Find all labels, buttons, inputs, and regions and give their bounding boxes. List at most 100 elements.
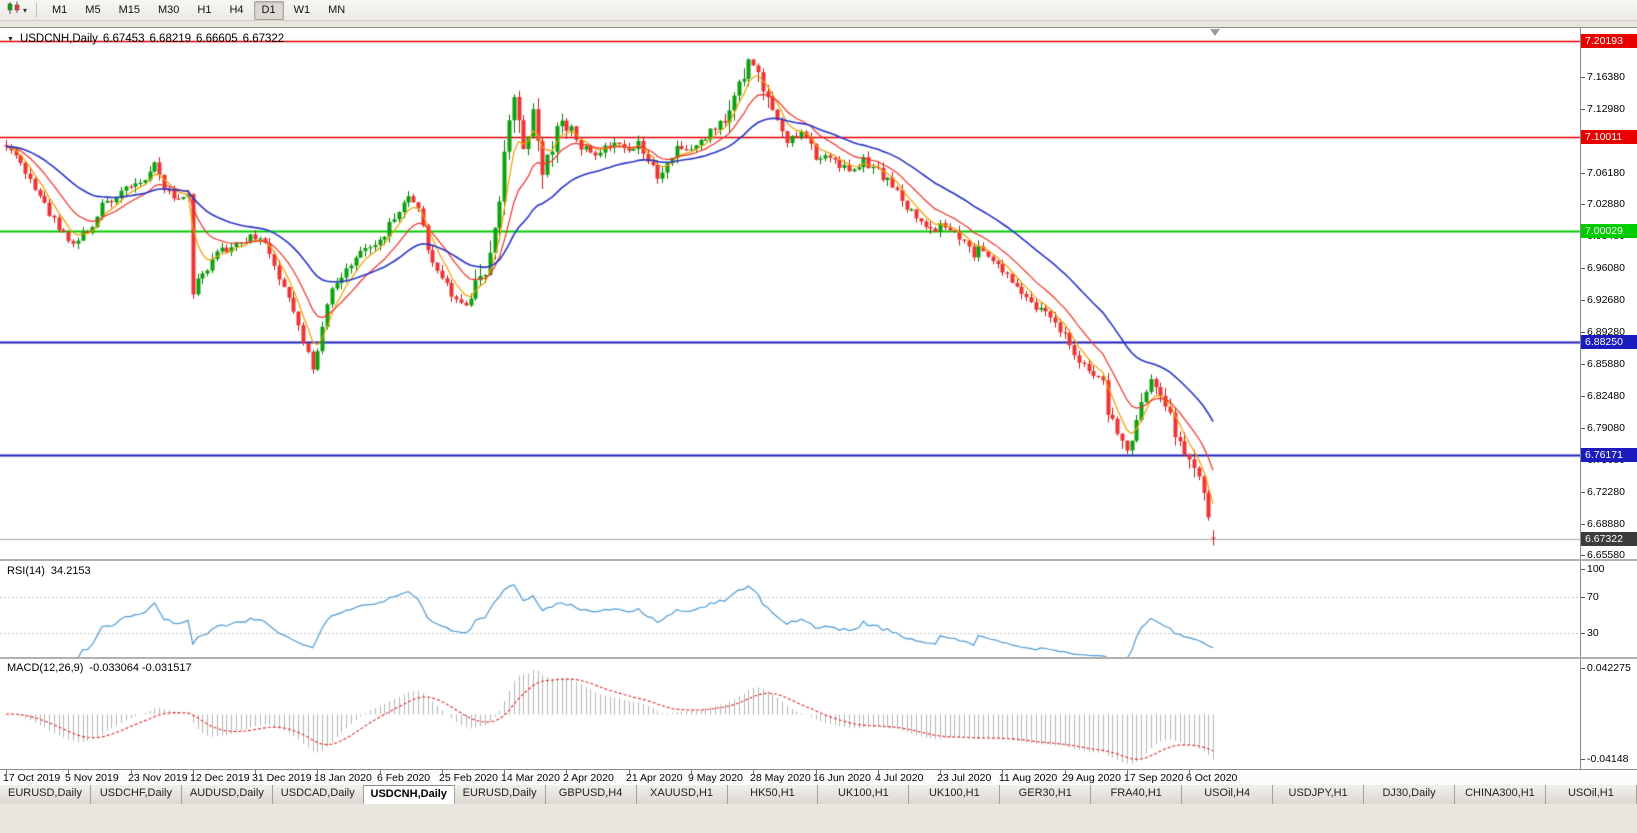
date-axis-label: 18 Jan 2020 [314, 772, 372, 784]
date-axis-tick [442, 770, 443, 774]
timeframe-button-m15[interactable]: M15 [118, 3, 140, 16]
price-axis-tick-label: 6.85880 [1581, 358, 1625, 371]
date-axis-tick [131, 770, 132, 774]
date-axis-label: 17 Oct 2019 [3, 772, 61, 784]
price-level-label: 6.76171 [1581, 448, 1637, 463]
chart-tab-hk50-h1[interactable]: HK50,H1 [727, 785, 819, 804]
chart-tab-usoil-h4[interactable]: USOil,H4 [1182, 785, 1274, 804]
date-axis-label: 16 Jun 2020 [813, 772, 871, 784]
chart-tab-eurusd-daily[interactable]: EURUSD,Daily [454, 785, 546, 804]
date-axis-label: 31 Dec 2019 [252, 772, 312, 784]
chart-tab-usdcnh-daily[interactable]: USDCNH,Daily [363, 785, 455, 804]
price-axis-tick-label: 7.02880 [1581, 198, 1625, 211]
price-chart-canvas[interactable] [0, 28, 1580, 559]
date-axis-tick [1002, 770, 1003, 774]
date-axis-tick [629, 770, 630, 774]
chart-tab-fra40-h1[interactable]: FRA40,H1 [1091, 785, 1183, 804]
date-axis-tick [255, 770, 256, 774]
chart-tab-usdcad-daily[interactable]: USDCAD,Daily [272, 785, 364, 804]
toolbar-separator [36, 3, 38, 17]
chart-type-dropdown-icon[interactable]: ▾ [23, 5, 28, 15]
date-axis-label: 2 Apr 2020 [563, 772, 614, 784]
chart-tab-usdchf-daily[interactable]: USDCHF,Daily [90, 785, 182, 804]
date-axis-label: 6 Feb 2020 [377, 772, 431, 784]
price-axis-tick-label: 6.79080 [1581, 422, 1625, 435]
panel-divider[interactable] [0, 657, 1637, 659]
chart-tab-uk100-h1[interactable]: UK100,H1 [818, 785, 910, 804]
price-axis: 7.163807.129807.095807.061807.028806.994… [1580, 28, 1637, 769]
chart-type-group: ▾ [3, 1, 30, 20]
chart-tab-gbpusd-h4[interactable]: GBPUSD,H4 [545, 785, 637, 804]
chart-shift-marker[interactable] [1210, 29, 1220, 36]
timeframe-button-m5[interactable]: M5 [85, 3, 101, 16]
date-axis-label: 21 Apr 2020 [626, 772, 683, 784]
chart-tab-xauusd-h1[interactable]: XAUUSD,H1 [636, 785, 728, 804]
timeframe-button-m1[interactable]: M1 [52, 3, 68, 16]
price-axis-tick-label: 6.65580 [1581, 549, 1625, 562]
date-axis-label: 12 Dec 2019 [190, 772, 250, 784]
date-axis-label: 6 Oct 2020 [1186, 772, 1238, 784]
date-axis-label: 5 Nov 2019 [65, 772, 119, 784]
rsi-axis-label: 70 [1581, 590, 1599, 603]
date-axis-tick [1127, 770, 1128, 774]
chart-tab-china300-h1[interactable]: CHINA300,H1 [1455, 785, 1546, 804]
date-axis-label: 23 Nov 2019 [128, 772, 188, 784]
date-axis-label: 9 May 2020 [688, 772, 743, 784]
date-axis-tick [566, 770, 567, 774]
timeframe-button-h1[interactable]: H1 [197, 3, 212, 16]
timeframe-buttons: M1 M5 M15 M30 H1 H4 D1 W1 MN [43, 0, 354, 20]
macd-axis-label: 0.042275 [1581, 661, 1631, 674]
chart-tab-dj30-daily[interactable]: DJ30,Daily [1364, 785, 1455, 804]
price-axis-tick-label: 6.72280 [1581, 486, 1625, 499]
price-level-label: 6.88250 [1581, 334, 1637, 349]
rsi-indicator-canvas[interactable] [0, 561, 1580, 657]
date-axis-tick [68, 770, 69, 774]
price-axis-tick-label: 6.96080 [1581, 262, 1625, 275]
rsi-axis-label: 100 [1581, 563, 1605, 575]
chart-tab-uk100-h1[interactable]: UK100,H1 [909, 785, 1001, 804]
candlestick-chart-icon[interactable] [6, 1, 21, 20]
timeframe-button-h4[interactable]: H4 [229, 3, 244, 16]
chart-tabs-bar: EURUSD,Daily USDCHF,Daily AUDUSD,Daily USDC… [0, 784, 1637, 804]
date-axis-tick [504, 770, 505, 774]
chart-tab-usoil-h1[interactable]: USOil,H1 [1545, 785, 1637, 804]
date-axis: 17 Oct 2019 5 Nov 2019 23 Nov 2019 12 Dec 2… [0, 769, 1637, 785]
date-axis-tick [753, 770, 754, 774]
timeframe-button-mn[interactable]: MN [328, 3, 346, 16]
price-level-label: 7.10011 [1581, 129, 1637, 144]
date-axis-label: 23 Jul 2020 [937, 772, 992, 784]
timeframe-button-m30[interactable]: M30 [157, 3, 180, 16]
timeframe-button-w1[interactable]: W1 [293, 3, 311, 16]
macd-indicator-canvas[interactable] [0, 659, 1580, 769]
date-axis-tick [317, 770, 318, 774]
price-level-label: 7.00029 [1581, 223, 1637, 238]
chart-tab-audusd-daily[interactable]: AUDUSD,Daily [181, 785, 273, 804]
chart-window: ▼ USDCNH,Daily 6.67453 6.68219 6.66605 6… [0, 27, 1637, 785]
chart-tab-usdjpy-h1[interactable]: USDJPY,H1 [1273, 785, 1365, 804]
date-axis-tick [193, 770, 194, 774]
date-axis-label: 28 May 2020 [750, 772, 811, 784]
price-axis-tick-label: 6.82480 [1581, 390, 1625, 403]
date-axis-label: 11 Aug 2020 [999, 772, 1058, 784]
price-axis-tick-label: 7.12980 [1581, 103, 1625, 116]
date-axis-tick [691, 770, 692, 774]
date-axis-tick [6, 770, 7, 774]
date-axis-tick [878, 770, 879, 774]
date-axis-tick [940, 770, 941, 774]
price-axis-tick-label: 6.68880 [1581, 518, 1625, 531]
date-axis-label: 25 Feb 2020 [439, 772, 498, 784]
rsi-axis-label: 30 [1581, 627, 1599, 640]
chart-tab-ger30-h1[interactable]: GER30,H1 [1000, 785, 1092, 804]
date-axis-label: 4 Jul 2020 [875, 772, 924, 784]
chart-tab-eurusd-daily[interactable]: EURUSD,Daily [0, 785, 91, 804]
timeframe-button-d1[interactable]: D1 [253, 0, 284, 20]
macd-axis-label: -0.04148 [1580, 753, 1629, 766]
date-axis-label: 17 Sep 2020 [1124, 772, 1184, 784]
timeframes-toolbar: ▾ M1 M5 M15 M30 H1 H4 D1 W1 MN [0, 0, 1637, 21]
price-level-label: 6.67322 [1581, 531, 1637, 546]
price-axis-tick-label: 7.06180 [1581, 167, 1625, 180]
panel-divider[interactable] [0, 559, 1637, 561]
date-axis-label: 29 Aug 2020 [1062, 772, 1121, 784]
price-axis-tick-label: 6.92680 [1581, 294, 1625, 307]
